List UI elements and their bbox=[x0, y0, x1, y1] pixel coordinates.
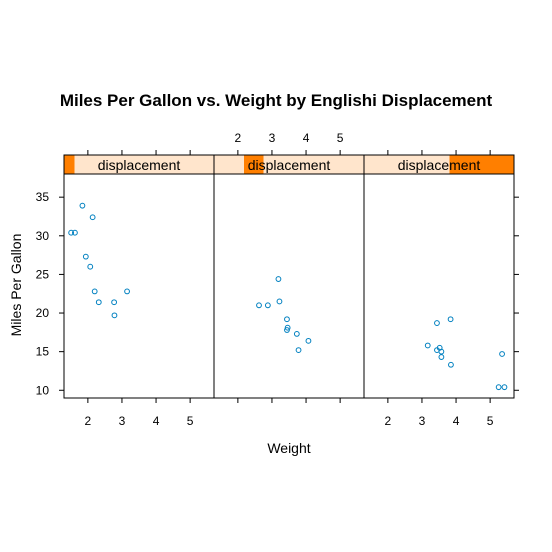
x-tick-label: 4 bbox=[453, 414, 460, 428]
data-point bbox=[87, 263, 94, 270]
x-tick-label: 4 bbox=[303, 131, 310, 145]
data-point bbox=[111, 312, 118, 319]
data-point bbox=[424, 342, 431, 349]
strip-label: displacement bbox=[398, 157, 481, 173]
data-point bbox=[305, 337, 312, 344]
strip-label: displacement bbox=[248, 157, 331, 173]
data-point bbox=[501, 384, 508, 391]
strip-range-indicator bbox=[449, 155, 514, 174]
data-point bbox=[256, 302, 262, 309]
y-axis-label: Miles Per Gallon bbox=[8, 234, 24, 337]
data-point bbox=[276, 298, 283, 305]
strip-range-indicator bbox=[244, 155, 264, 174]
data-point bbox=[284, 324, 291, 331]
data-point bbox=[68, 229, 75, 236]
x-tick-label: 5 bbox=[487, 414, 494, 428]
data-point bbox=[495, 384, 502, 391]
data-point bbox=[284, 316, 290, 323]
strip-range-indicator bbox=[64, 155, 75, 174]
data-point bbox=[499, 351, 505, 357]
chart-title: Miles Per Gallon vs. Weight by Englishi … bbox=[60, 91, 493, 110]
x-tick-label: 3 bbox=[119, 414, 126, 428]
y-tick-label: 30 bbox=[36, 229, 50, 243]
data-point bbox=[82, 253, 89, 260]
data-point bbox=[89, 214, 96, 221]
strip-label: displacement bbox=[98, 157, 181, 173]
data-point bbox=[275, 276, 282, 282]
x-tick-label: 3 bbox=[419, 414, 426, 428]
data-point bbox=[124, 288, 130, 295]
panel-frame bbox=[213, 173, 365, 399]
data-point bbox=[293, 330, 300, 337]
data-point bbox=[438, 348, 445, 355]
x-tick-label: 5 bbox=[337, 131, 344, 145]
strip-background bbox=[64, 155, 214, 174]
x-tick-label: 2 bbox=[85, 414, 92, 428]
data-point bbox=[438, 354, 445, 360]
data-point bbox=[79, 202, 86, 209]
y-tick-label: 15 bbox=[36, 345, 50, 359]
x-tick-label: 2 bbox=[385, 414, 392, 428]
data-point bbox=[111, 299, 118, 306]
panel-frame bbox=[63, 173, 215, 399]
data-point bbox=[434, 320, 440, 326]
data-point bbox=[72, 229, 78, 236]
y-tick-label: 25 bbox=[36, 267, 50, 281]
y-tick-label: 35 bbox=[36, 190, 50, 204]
data-point bbox=[447, 316, 454, 323]
y-tick-label: 20 bbox=[36, 306, 50, 320]
x-tick-label: 4 bbox=[153, 414, 160, 428]
data-point bbox=[264, 302, 271, 309]
data-point bbox=[95, 299, 102, 306]
y-tick-label: 10 bbox=[36, 383, 50, 397]
panel-frame bbox=[363, 173, 515, 399]
x-tick-label: 5 bbox=[187, 414, 194, 428]
data-point bbox=[448, 361, 454, 368]
data-point bbox=[295, 347, 302, 354]
data-point bbox=[91, 288, 98, 295]
x-tick-label: 2 bbox=[235, 131, 242, 145]
x-tick-label: 3 bbox=[269, 131, 276, 145]
x-axis-label: Weight bbox=[267, 440, 310, 456]
